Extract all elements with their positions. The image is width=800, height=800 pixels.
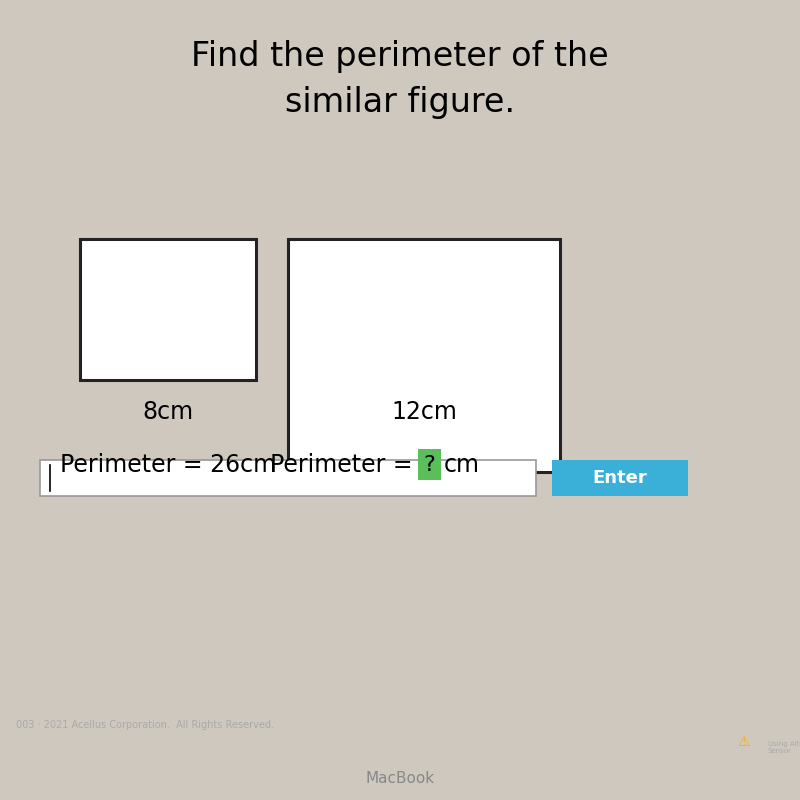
Text: Enter: Enter	[593, 469, 647, 487]
Text: Perimeter =: Perimeter =	[270, 453, 420, 477]
Text: similar figure.: similar figure.	[285, 86, 515, 118]
Text: 8cm: 8cm	[142, 400, 194, 424]
Bar	[552, 460, 688, 496]
Bar	[288, 239, 560, 472]
Text: Using Alternative
Sensor: Using Alternative Sensor	[768, 741, 800, 754]
Text: Perimeter = 26cm: Perimeter = 26cm	[60, 453, 276, 477]
Text: cm: cm	[444, 453, 480, 477]
Text: ⚠: ⚠	[738, 735, 750, 750]
Text: 003 · 2021 Acellus Corporation.  All Rights Reserved.: 003 · 2021 Acellus Corporation. All Righ…	[16, 720, 274, 730]
Text: ?: ?	[424, 454, 435, 474]
Bar	[40, 460, 536, 496]
Text: Find the perimeter of the: Find the perimeter of the	[191, 40, 609, 73]
Bar	[80, 239, 256, 380]
Text: MacBook: MacBook	[366, 771, 434, 786]
Text: 12cm: 12cm	[391, 400, 457, 424]
